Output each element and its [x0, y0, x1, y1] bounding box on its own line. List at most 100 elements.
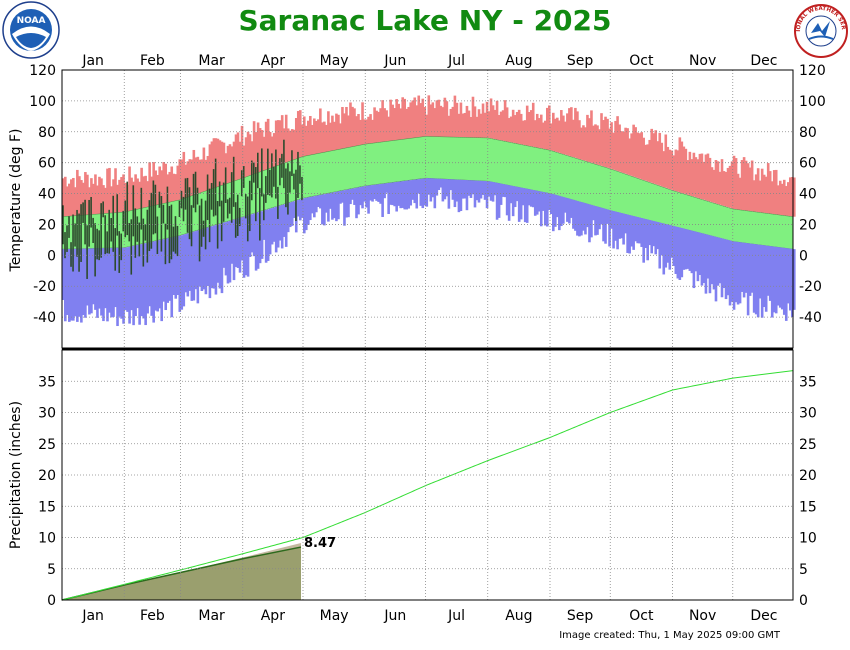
- record-low-bar: [616, 212, 619, 250]
- record-high-bar: [307, 120, 310, 156]
- temperature-tick-left: 40: [38, 187, 56, 203]
- record-high-bar: [576, 111, 579, 159]
- month-label-top: Mar: [198, 53, 225, 69]
- record-high-bar: [403, 98, 407, 140]
- page-title: Saranac Lake NY - 2025: [238, 4, 612, 37]
- record-low-bar: [170, 237, 174, 318]
- record-high-bar: [357, 113, 360, 146]
- record-low-bar: [234, 219, 238, 267]
- precipitation-tick-left: 35: [38, 374, 56, 390]
- record-low-bar: [658, 222, 662, 269]
- record-low-bar: [417, 179, 421, 194]
- record-low-bar: [214, 225, 218, 295]
- record-high-bar: [634, 127, 637, 178]
- record-low-bar: [164, 238, 168, 311]
- record-low-bar: [572, 199, 575, 229]
- record-low-bar: [501, 183, 505, 197]
- record-high-bar: [240, 125, 244, 179]
- month-label-top: May: [320, 53, 349, 69]
- record-high-bar: [441, 107, 445, 137]
- record-low-bar: [734, 241, 738, 303]
- record-high-bar: [602, 120, 605, 167]
- record-low-bar: [278, 205, 282, 241]
- month-label-top: Feb: [140, 53, 165, 69]
- record-high-bar: [298, 110, 302, 158]
- record-low-bar: [720, 238, 724, 298]
- record-high-bar: [327, 111, 330, 152]
- record-low-bar: [218, 223, 222, 289]
- temperature-tick-right: 80: [799, 125, 817, 141]
- record-low-bar: [608, 209, 611, 247]
- record-low-bar: [130, 246, 133, 311]
- record-low-bar: [232, 219, 236, 281]
- record-low-bar: [361, 186, 364, 209]
- record-high-bar: [606, 118, 609, 168]
- record-high-bar: [668, 149, 672, 190]
- record-high-bar: [698, 153, 702, 199]
- record-high-bar: [570, 107, 573, 157]
- month-label-bottom: Feb: [140, 608, 165, 624]
- record-low-bar: [576, 200, 579, 236]
- record-high-bar: [164, 163, 168, 204]
- record-low-bar: [216, 224, 220, 283]
- record-low-bar: [760, 245, 764, 318]
- record-low-bar: [788, 248, 792, 311]
- month-label-top: Jan: [81, 53, 104, 69]
- record-low-bar: [527, 189, 531, 206]
- record-low-bar: [531, 189, 535, 208]
- record-low-bar: [628, 215, 631, 254]
- record-high-bar: [96, 185, 99, 215]
- record-high-bar: [503, 100, 507, 142]
- record-low-bar: [483, 181, 487, 200]
- record-low-bar: [112, 247, 115, 317]
- record-low-bar: [160, 239, 164, 322]
- record-high-bar: [72, 177, 75, 216]
- record-low-bar: [592, 205, 595, 221]
- precipitation-tick-left: 25: [38, 437, 56, 453]
- record-high-bar: [148, 162, 151, 207]
- record-high-bar: [793, 177, 796, 217]
- record-low-bar: [618, 212, 621, 239]
- month-label-top: Jun: [383, 53, 406, 69]
- record-high-bar: [740, 160, 744, 211]
- record-high-bar: [596, 125, 599, 165]
- record-low-bar: [656, 222, 660, 250]
- record-low-bar: [554, 194, 557, 227]
- month-label-bottom: Apr: [261, 608, 285, 624]
- record-high-bar: [475, 116, 479, 138]
- record-high-bar: [102, 185, 105, 214]
- record-low-bar: [300, 198, 304, 218]
- record-high-bar: [716, 161, 720, 205]
- record-high-bar: [648, 139, 652, 183]
- record-high-bar: [499, 111, 503, 141]
- record-high-bar: [788, 177, 792, 217]
- record-high-bar: [68, 183, 71, 217]
- temperature-tick-left: 120: [29, 63, 56, 79]
- record-high-bar: [276, 120, 280, 166]
- record-high-bar: [558, 120, 561, 153]
- record-low-bar: [708, 235, 712, 294]
- record-high-bar: [554, 118, 557, 152]
- record-high-bar: [66, 186, 69, 217]
- record-high-bar: [608, 128, 611, 169]
- record-low-bar: [654, 221, 658, 255]
- noaa-logo-text: NOAA: [17, 16, 46, 26]
- record-low-bar: [453, 179, 457, 208]
- record-low-bar: [176, 236, 180, 295]
- record-low-bar: [652, 221, 656, 247]
- record-high-bar: [728, 165, 732, 208]
- record-high-bar: [92, 183, 95, 215]
- record-high-bar: [477, 109, 481, 138]
- record-high-bar: [90, 178, 93, 215]
- record-low-bar: [742, 242, 746, 298]
- record-high-bar: [564, 121, 567, 155]
- precipitation-tick-right: 30: [799, 406, 817, 422]
- record-low-bar: [764, 245, 768, 312]
- temperature-tick-right: -20: [799, 279, 822, 295]
- record-high-bar: [302, 116, 306, 157]
- record-high-bar: [664, 134, 668, 188]
- record-low-bar: [491, 181, 495, 202]
- record-high-bar: [752, 180, 756, 212]
- record-low-bar: [704, 234, 708, 294]
- record-high-bar: [122, 174, 125, 213]
